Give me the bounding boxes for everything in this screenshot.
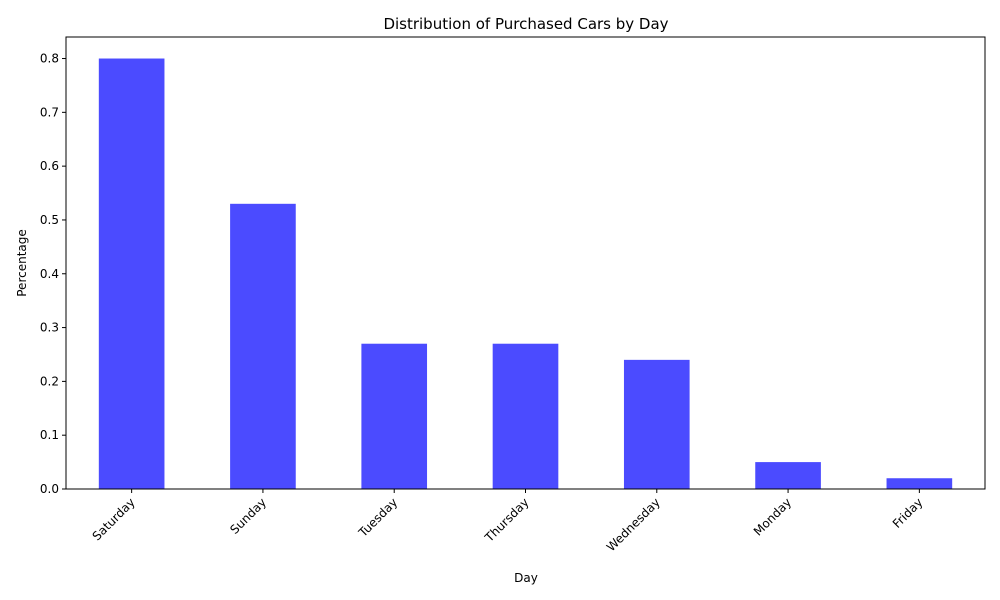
plot-frame — [65, 36, 986, 490]
bar-friday — [886, 478, 953, 489]
bar-monday — [755, 462, 821, 489]
y-tick-label: 0.6 — [40, 159, 59, 173]
y-tick-label: 0.3 — [40, 321, 59, 335]
bar-thursday — [492, 343, 559, 489]
x-tick-label: Monday — [751, 495, 794, 538]
x-tick-label: Sunday — [227, 495, 269, 537]
x-tick-label: Saturday — [90, 495, 138, 543]
x-axis-ticks: Saturday Sunday Tuesday Thursday Wednesday Mo… — [90, 489, 926, 554]
y-axis-ticks: 0.0 0.1 0.2 0.3 0.4 0.5 0.6 0.7 0.8 — [40, 52, 66, 496]
bar-wednesday — [623, 359, 690, 489]
x-axis-label: Day — [514, 571, 538, 585]
bar-sunday — [230, 203, 296, 490]
y-tick-label: 0.0 — [40, 482, 59, 496]
bar-saturday — [98, 58, 165, 490]
y-tick-label: 0.7 — [40, 105, 59, 119]
y-axis-label: Percentage — [15, 229, 29, 297]
bars-group — [98, 58, 953, 490]
x-tick-label: Tuesday — [355, 495, 400, 540]
chart-title: Distribution of Purchased Cars by Day — [383, 15, 668, 33]
x-tick-label: Thursday — [482, 495, 532, 545]
y-tick-label: 0.1 — [40, 428, 59, 442]
y-tick-label: 0.8 — [40, 52, 59, 66]
bar-tuesday — [361, 343, 428, 489]
y-tick-label: 0.5 — [40, 213, 59, 227]
x-tick-label: Wednesday — [604, 495, 663, 554]
y-tick-label: 0.2 — [40, 374, 59, 388]
y-tick-label: 0.4 — [40, 267, 59, 281]
x-tick-label: Friday — [890, 495, 926, 531]
